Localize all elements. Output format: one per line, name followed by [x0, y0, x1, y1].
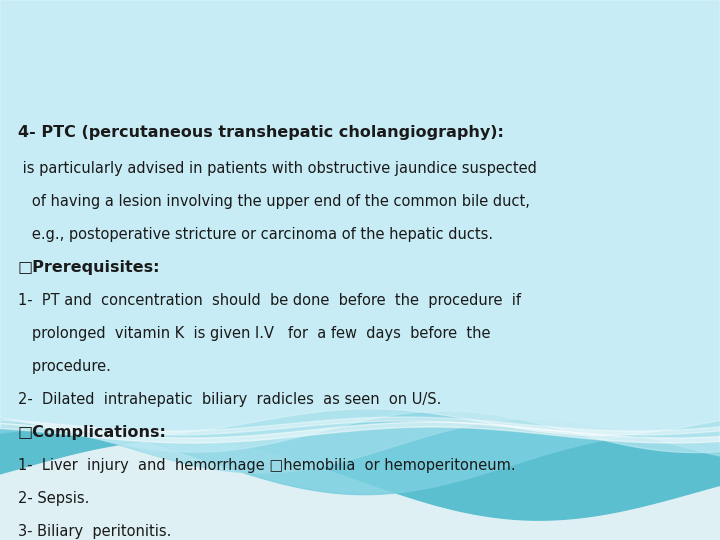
- Text: 1-  PT and  concentration  should  be done  before  the  procedure  if: 1- PT and concentration should be done b…: [18, 293, 521, 308]
- Text: 2- Sepsis.: 2- Sepsis.: [18, 491, 89, 506]
- Text: 4- PTC (percutaneous transhepatic cholangiography):: 4- PTC (percutaneous transhepatic cholan…: [18, 125, 504, 140]
- Text: of having a lesion involving the upper end of the common bile duct,: of having a lesion involving the upper e…: [18, 194, 530, 209]
- Text: □Complications:: □Complications:: [18, 425, 167, 440]
- Text: prolonged  vitamin K  is given I.V   for  a few  days  before  the: prolonged vitamin K is given I.V for a f…: [18, 326, 490, 341]
- Text: 2-  Dilated  intrahepatic  biliary  radicles  as seen  on U/S.: 2- Dilated intrahepatic biliary radicles…: [18, 392, 441, 407]
- Text: 1-  Liver  injury  and  hemorrhage □hemobilia  or hemoperitoneum.: 1- Liver injury and hemorrhage □hemobili…: [18, 458, 516, 473]
- Text: e.g., postoperative stricture or carcinoma of the hepatic ducts.: e.g., postoperative stricture or carcino…: [18, 227, 493, 242]
- Text: is particularly advised in patients with obstructive jaundice suspected: is particularly advised in patients with…: [18, 161, 537, 176]
- Text: □Prerequisites:: □Prerequisites:: [18, 260, 161, 275]
- Text: 3- Biliary  peritonitis.: 3- Biliary peritonitis.: [18, 524, 171, 539]
- Text: procedure.: procedure.: [18, 359, 111, 374]
